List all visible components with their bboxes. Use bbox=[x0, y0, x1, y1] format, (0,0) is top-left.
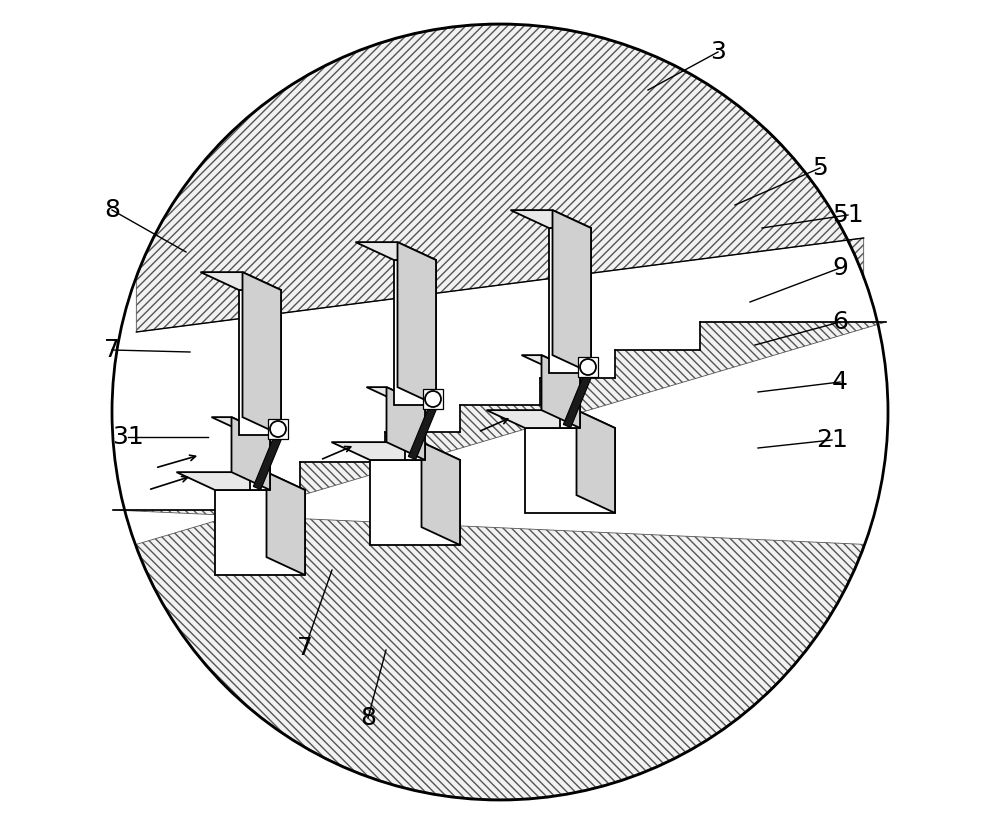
Text: 9: 9 bbox=[832, 256, 848, 280]
Polygon shape bbox=[268, 419, 288, 439]
Text: 21: 21 bbox=[816, 428, 848, 452]
Polygon shape bbox=[408, 405, 437, 460]
Text: 8: 8 bbox=[360, 706, 376, 730]
Polygon shape bbox=[525, 428, 615, 513]
Polygon shape bbox=[576, 410, 615, 513]
Text: 8: 8 bbox=[104, 198, 120, 222]
Text: 3: 3 bbox=[710, 40, 726, 64]
Polygon shape bbox=[332, 442, 460, 460]
Polygon shape bbox=[250, 435, 270, 490]
Polygon shape bbox=[578, 357, 598, 377]
Circle shape bbox=[270, 421, 286, 437]
Polygon shape bbox=[398, 242, 436, 405]
Polygon shape bbox=[405, 405, 425, 460]
Polygon shape bbox=[232, 417, 270, 490]
Polygon shape bbox=[486, 410, 615, 428]
Polygon shape bbox=[552, 210, 591, 373]
Text: 4: 4 bbox=[832, 370, 848, 394]
Polygon shape bbox=[242, 272, 281, 435]
Polygon shape bbox=[113, 322, 886, 799]
Polygon shape bbox=[253, 435, 282, 489]
Polygon shape bbox=[542, 355, 580, 428]
Polygon shape bbox=[394, 260, 436, 405]
Polygon shape bbox=[215, 490, 305, 575]
Polygon shape bbox=[423, 389, 443, 409]
Polygon shape bbox=[422, 442, 460, 545]
Text: 51: 51 bbox=[832, 203, 864, 227]
Polygon shape bbox=[560, 373, 580, 428]
Polygon shape bbox=[386, 387, 425, 460]
Text: 7: 7 bbox=[104, 338, 120, 362]
Text: 5: 5 bbox=[812, 156, 828, 180]
Polygon shape bbox=[356, 242, 436, 260]
Text: 31: 31 bbox=[112, 425, 144, 449]
Polygon shape bbox=[266, 472, 305, 575]
Circle shape bbox=[580, 359, 596, 375]
Polygon shape bbox=[511, 210, 591, 228]
Polygon shape bbox=[239, 290, 281, 435]
Polygon shape bbox=[366, 387, 425, 405]
Polygon shape bbox=[563, 373, 592, 428]
Polygon shape bbox=[549, 228, 591, 373]
Polygon shape bbox=[176, 472, 305, 490]
Polygon shape bbox=[136, 25, 864, 332]
Text: 6: 6 bbox=[832, 310, 848, 334]
Polygon shape bbox=[212, 417, 270, 435]
Polygon shape bbox=[200, 272, 281, 290]
Polygon shape bbox=[370, 460, 460, 545]
Circle shape bbox=[425, 391, 441, 407]
Polygon shape bbox=[522, 355, 580, 373]
Text: 7: 7 bbox=[297, 636, 313, 660]
